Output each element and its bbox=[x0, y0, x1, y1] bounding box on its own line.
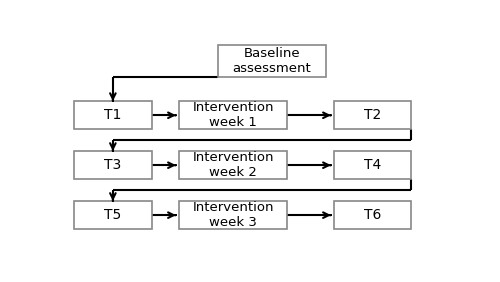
Text: T4: T4 bbox=[364, 158, 381, 172]
Text: Intervention
week 1: Intervention week 1 bbox=[192, 101, 274, 129]
FancyBboxPatch shape bbox=[334, 101, 411, 129]
Text: Baseline
assessment: Baseline assessment bbox=[232, 47, 311, 75]
FancyBboxPatch shape bbox=[74, 101, 152, 129]
Text: T2: T2 bbox=[364, 108, 381, 122]
Text: T3: T3 bbox=[104, 158, 122, 172]
Text: T5: T5 bbox=[104, 208, 122, 222]
FancyBboxPatch shape bbox=[74, 201, 152, 229]
FancyBboxPatch shape bbox=[334, 201, 411, 229]
Text: T1: T1 bbox=[104, 108, 122, 122]
Text: Intervention
week 3: Intervention week 3 bbox=[192, 201, 274, 229]
FancyBboxPatch shape bbox=[74, 151, 152, 179]
FancyBboxPatch shape bbox=[218, 45, 326, 77]
FancyBboxPatch shape bbox=[334, 151, 411, 179]
Text: T6: T6 bbox=[364, 208, 381, 222]
Text: Intervention
week 2: Intervention week 2 bbox=[192, 151, 274, 179]
FancyBboxPatch shape bbox=[179, 151, 287, 179]
FancyBboxPatch shape bbox=[179, 201, 287, 229]
FancyBboxPatch shape bbox=[179, 101, 287, 129]
